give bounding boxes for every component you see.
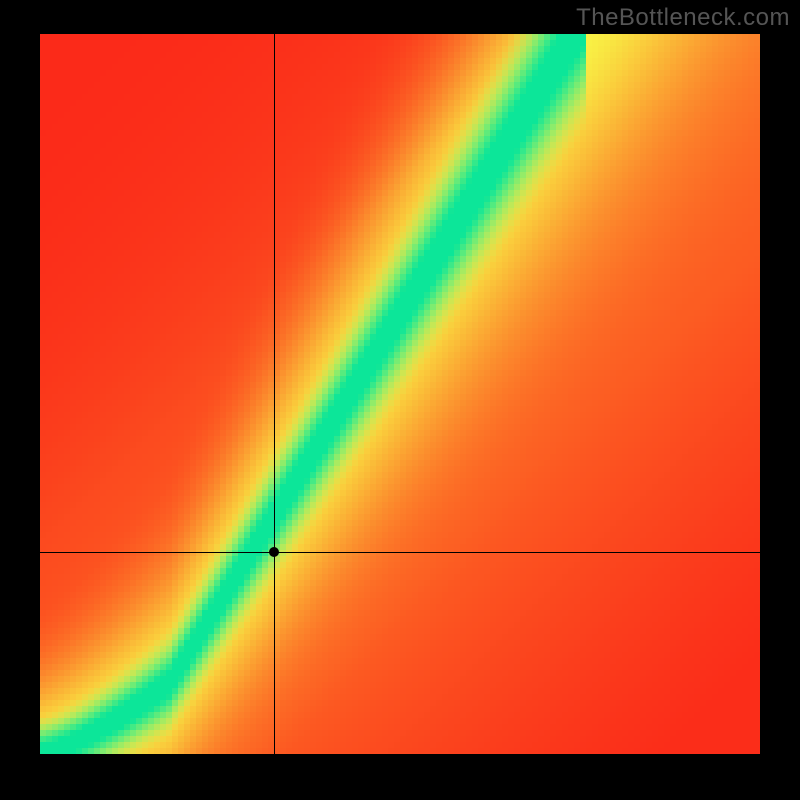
watermark-text: TheBottleneck.com <box>566 0 800 36</box>
crosshair-horizontal <box>40 552 760 553</box>
crosshair-marker <box>269 547 279 557</box>
chart-container: TheBottleneck.com <box>0 0 800 800</box>
heatmap-canvas <box>40 34 760 754</box>
plot-area <box>40 34 760 754</box>
crosshair-vertical <box>274 34 275 754</box>
